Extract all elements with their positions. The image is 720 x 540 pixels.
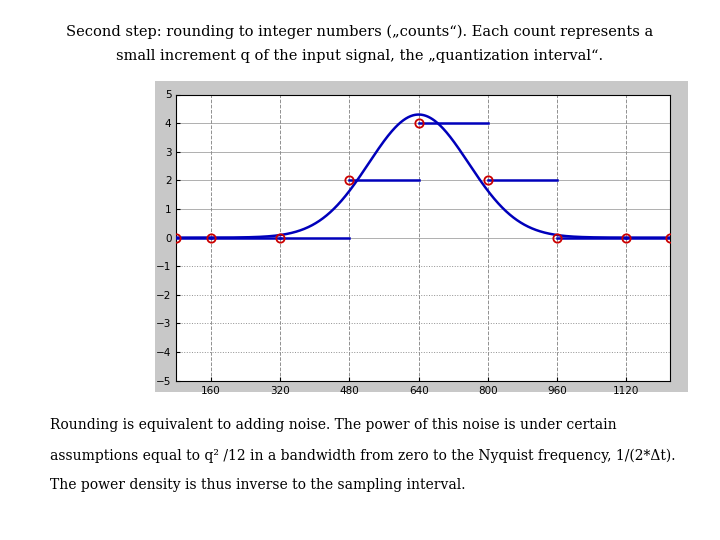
Text: Second step: rounding to integer numbers („counts“). Each count represents a: Second step: rounding to integer numbers… <box>66 24 654 39</box>
Text: assumptions equal to q² /12 in a bandwidth from zero to the Nyquist frequency, 1: assumptions equal to q² /12 in a bandwid… <box>50 448 676 463</box>
Text: Rounding is equivalent to adding noise. The power of this noise is under certain: Rounding is equivalent to adding noise. … <box>50 418 617 433</box>
Text: small increment q of the input signal, the „quantization interval“.: small increment q of the input signal, t… <box>117 49 603 63</box>
Text: The power density is thus inverse to the sampling interval.: The power density is thus inverse to the… <box>50 478 466 492</box>
